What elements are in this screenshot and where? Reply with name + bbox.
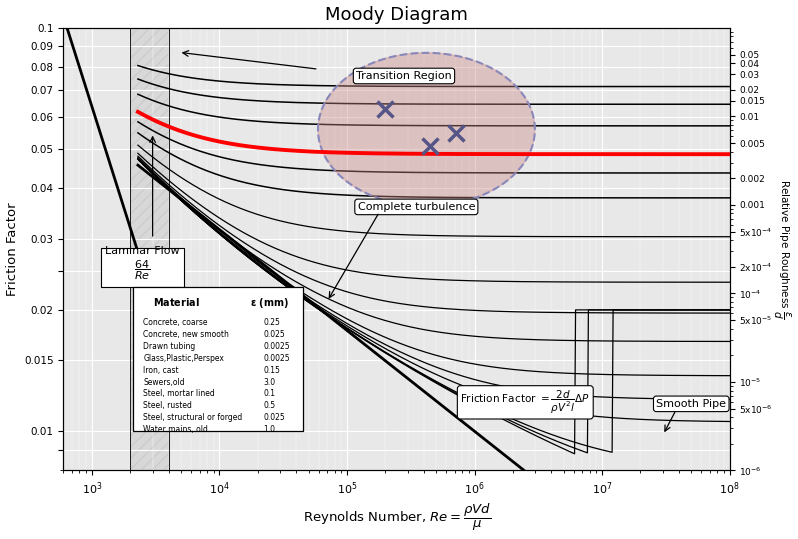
Text: 1.0: 1.0 [263,425,275,434]
Y-axis label: Relative Pipe Roughness $\dfrac{\varepsilon}{d}$: Relative Pipe Roughness $\dfrac{\varepsi… [771,179,792,319]
Text: Concrete, new smooth: Concrete, new smooth [144,330,229,338]
Text: Transition Region: Transition Region [356,71,452,81]
Text: Smooth Pipe: Smooth Pipe [656,399,726,409]
Text: Water mains, old: Water mains, old [144,425,208,434]
Text: 0.1: 0.1 [263,390,275,398]
Text: 0.0025: 0.0025 [263,354,290,363]
Text: Steel, structural or forged: Steel, structural or forged [144,413,243,423]
Text: Friction Factor $= \dfrac{2d}{\rho V^2 l}\Delta P$: Friction Factor $= \dfrac{2d}{\rho V^2 l… [460,389,590,416]
Polygon shape [318,53,535,206]
Text: 0.15: 0.15 [263,365,280,375]
Text: 0.025: 0.025 [263,413,285,423]
Text: Iron, cast: Iron, cast [144,365,179,375]
Text: $\mathbf{\varepsilon\ (mm)}$: $\mathbf{\varepsilon\ (mm)}$ [250,295,289,309]
Title: Moody Diagram: Moody Diagram [325,5,468,24]
Text: 3.0: 3.0 [263,377,275,386]
FancyBboxPatch shape [133,287,303,431]
X-axis label: Reynolds Number, $Re = \dfrac{\rho V d}{\mu}$: Reynolds Number, $Re = \dfrac{\rho V d}{… [302,502,491,534]
Text: 0.025: 0.025 [263,330,285,338]
Text: $\mathbf{Material}$: $\mathbf{Material}$ [153,295,200,308]
Text: Steel, rusted: Steel, rusted [144,402,192,410]
Text: 0.5: 0.5 [263,402,275,410]
Text: Glass,Plastic,Perspex: Glass,Plastic,Perspex [144,354,224,363]
Text: Sewers,old: Sewers,old [144,377,185,386]
Text: 0.25: 0.25 [263,318,280,327]
Y-axis label: Friction Factor: Friction Factor [6,202,18,296]
Bar [130,28,168,471]
Text: 0.0025: 0.0025 [263,342,290,351]
Text: Drawn tubing: Drawn tubing [144,342,196,351]
Text: Steel, mortar lined: Steel, mortar lined [144,390,215,398]
Text: Laminar Flow
$\dfrac{64}{Re}$: Laminar Flow $\dfrac{64}{Re}$ [105,246,180,282]
Text: Complete turbulence: Complete turbulence [358,202,475,212]
Text: Concrete, coarse: Concrete, coarse [144,318,208,327]
